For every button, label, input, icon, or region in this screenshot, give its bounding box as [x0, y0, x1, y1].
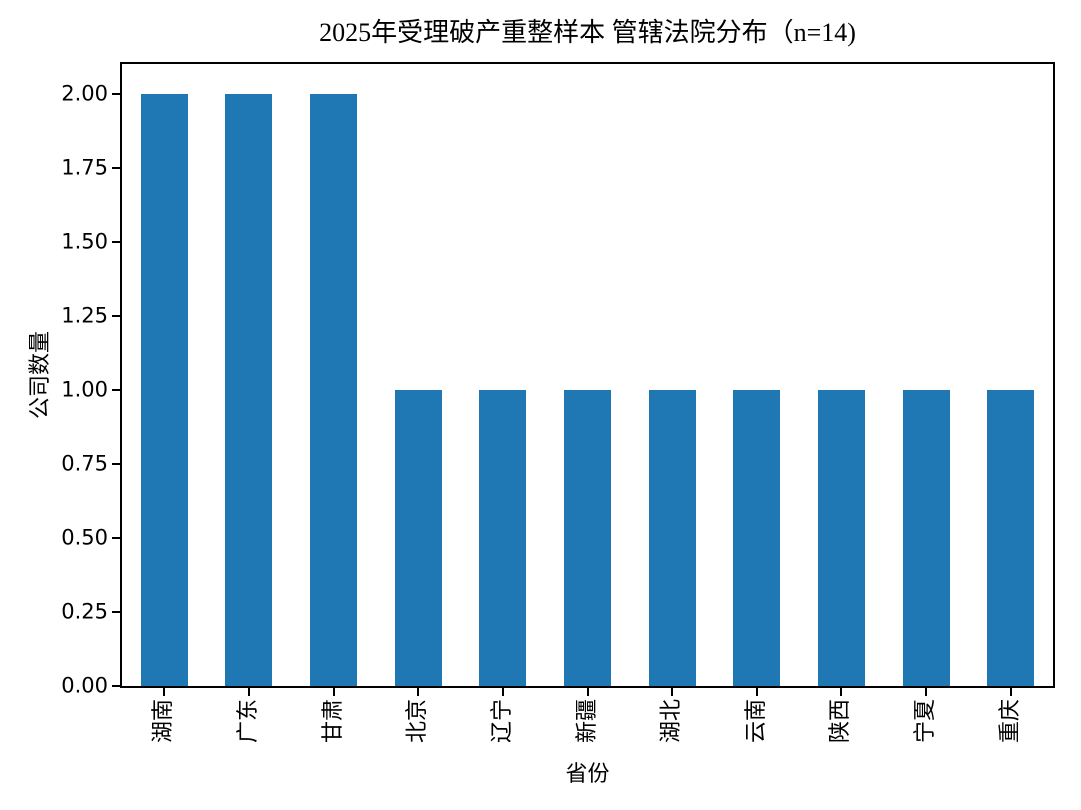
y-tick-mark: [112, 166, 120, 169]
y-tick-mark: [112, 92, 120, 95]
y-tick-mark: [112, 462, 120, 465]
x-tick-label: 湖南: [151, 698, 177, 744]
y-tick-label: 0.00: [61, 673, 108, 698]
x-tick-mark: [586, 688, 589, 696]
bar: [987, 389, 1035, 686]
y-tick-label: 1.25: [61, 303, 108, 328]
y-tick-mark: [112, 536, 120, 539]
x-tick-label: 宁夏: [913, 698, 939, 744]
y-tick-label: 1.00: [61, 377, 108, 402]
x-tick-label: 云南: [743, 698, 769, 744]
bar: [394, 389, 442, 686]
x-tick-mark: [1009, 688, 1012, 696]
bar: [817, 389, 865, 686]
x-tick-mark: [501, 688, 504, 696]
x-tick-label: 湖北: [659, 698, 685, 744]
x-tick-label: 新疆: [574, 698, 600, 744]
y-tick-label: 0.50: [61, 525, 108, 550]
x-tick-label: 陕西: [828, 698, 854, 744]
x-axis-title: 省份: [565, 762, 610, 787]
y-tick-mark: [112, 610, 120, 613]
x-tick-mark: [925, 688, 928, 696]
x-tick-mark: [840, 688, 843, 696]
y-tick-label: 1.50: [61, 229, 108, 254]
bar: [140, 93, 188, 686]
x-tick-label: 广东: [235, 698, 261, 744]
y-tick-label: 0.75: [61, 451, 108, 476]
x-tick-label: 北京: [405, 698, 431, 744]
bar: [733, 389, 781, 686]
bar: [902, 389, 950, 686]
bar: [310, 93, 358, 686]
y-tick-label: 2.00: [61, 81, 108, 106]
x-tick-label: 甘肃: [320, 698, 346, 744]
plot-area: 湖南 广东 甘肃 北京 辽宁 新疆 湖北 云南 陕西 宁夏 重庆 0.00 0.25 0.50 0.75 1.…: [61, 62, 1055, 743]
y-axis-title: 公司数量: [28, 330, 53, 420]
x-tick-label: 辽宁: [489, 698, 515, 744]
x-tick-mark: [247, 688, 250, 696]
x-tick-label: 重庆: [997, 698, 1023, 744]
y-tick-mark: [112, 388, 120, 391]
y-tick-label: 0.25: [61, 599, 108, 624]
y-tick-mark: [112, 314, 120, 317]
bar: [564, 389, 611, 686]
y-tick-mark: [112, 685, 120, 687]
bar: [225, 93, 273, 686]
x-tick-mark: [755, 688, 758, 696]
x-tick-mark: [417, 688, 420, 696]
x-tick-mark: [163, 688, 166, 696]
y-tick-mark: [112, 240, 120, 243]
y-tick-label: 1.75: [61, 155, 108, 180]
bar: [648, 389, 696, 686]
x-tick-mark: [671, 688, 674, 696]
x-tick-mark: [332, 688, 335, 696]
bar: [479, 389, 527, 686]
chart-title: 2025年受理破产重整样本 管辖法院分布（n=14): [319, 18, 856, 47]
